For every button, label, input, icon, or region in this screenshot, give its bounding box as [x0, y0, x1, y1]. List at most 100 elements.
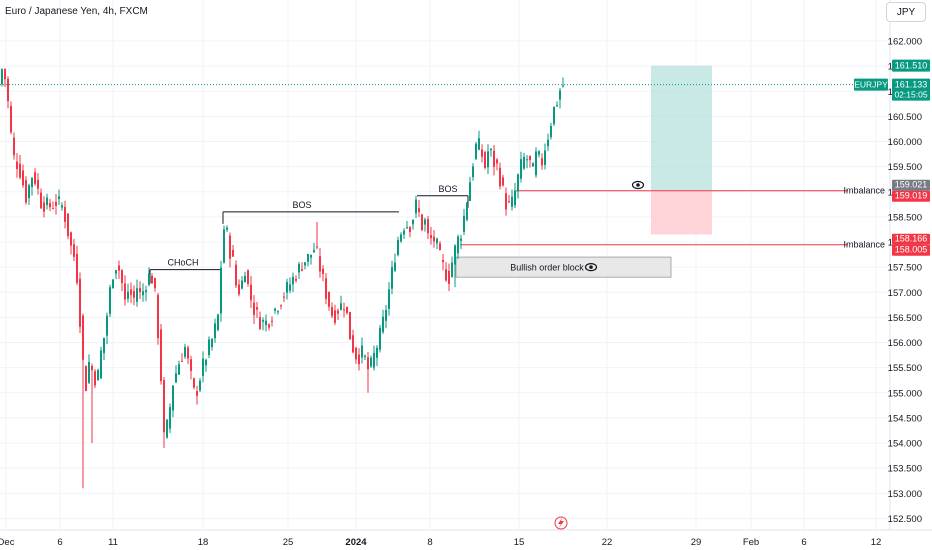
candle-body [127, 291, 129, 299]
candle-body [307, 253, 309, 262]
candle-body [313, 249, 315, 253]
bos-label: BOS [292, 200, 311, 210]
price-tick-label: 153.500 [888, 464, 922, 475]
bar-countdown: 02:15:05 [894, 90, 927, 100]
candle-body [91, 365, 93, 371]
candle-body [340, 303, 342, 310]
candle-body [433, 236, 435, 242]
candle-body [13, 137, 15, 156]
target-zone[interactable] [651, 65, 712, 191]
candle-body [346, 306, 348, 313]
candle-body [223, 229, 225, 263]
time-tick-label: 6 [801, 537, 806, 548]
candle-body [553, 106, 555, 125]
candle-body [79, 278, 81, 327]
price-tick-label: 160.000 [888, 137, 922, 148]
candle-body [391, 267, 393, 289]
candle-body [7, 78, 9, 102]
candle-body [130, 289, 132, 295]
candle-body [10, 105, 12, 133]
candle-body [94, 371, 96, 386]
candle-body [466, 202, 468, 220]
eye-icon[interactable] [584, 263, 598, 272]
candle-body [148, 273, 150, 285]
candle-body [475, 143, 477, 159]
candle-body [319, 256, 321, 272]
candle-body [538, 151, 540, 155]
candle-body [181, 360, 183, 362]
time-tick-label: 11 [108, 537, 118, 548]
candle-body [430, 235, 432, 239]
candle-body [502, 177, 504, 186]
candle-body [364, 355, 366, 358]
candle-body [55, 201, 57, 206]
price-tick-label: 162.000 [888, 37, 922, 48]
stop-zone[interactable] [651, 190, 712, 235]
price-tick-label: 157.000 [888, 288, 922, 299]
position-zones: Bullish order block [455, 65, 712, 278]
candle-body [76, 253, 78, 283]
candle-body [355, 347, 357, 360]
candle-body [280, 305, 282, 307]
lightning-icon[interactable] [554, 516, 568, 530]
price-tick-label: 156.000 [888, 338, 922, 349]
candle-body [151, 275, 153, 284]
candle-body [268, 324, 270, 328]
candle-body [64, 206, 66, 222]
candle-body [361, 345, 363, 358]
imbalance-label: Imbalance [843, 186, 885, 196]
candle-body [85, 366, 87, 392]
candle-body [289, 284, 291, 291]
time-axis[interactable]: Dec 6 11 18 25 2024 8 15 22 29 Feb 6 12 [0, 529, 932, 548]
candle-body [508, 201, 510, 203]
candle-body [205, 359, 207, 366]
candle-body [337, 310, 339, 314]
time-tick-label: 15 [514, 537, 525, 548]
candle-body [70, 232, 72, 246]
currency-button[interactable]: JPY [886, 2, 926, 22]
candle-body [73, 244, 75, 257]
candle-body [544, 150, 546, 166]
candle-body [511, 196, 513, 207]
target-price-value: 161.510 [895, 61, 928, 71]
candle-body [490, 148, 492, 151]
order-block-box[interactable] [455, 256, 672, 278]
time-tick-label: 25 [283, 537, 294, 548]
candle-body [28, 185, 30, 199]
candle-body [505, 193, 507, 210]
candle-body [304, 262, 306, 266]
imbalance2-bottom-value: 158.005 [895, 245, 928, 255]
eye-outline [584, 263, 598, 272]
price-labels: Imbalance Imbalance 161.510 EURJPY 161.1… [843, 59, 930, 256]
candle-body [124, 283, 126, 300]
candle-body [448, 270, 450, 284]
candle-body [310, 254, 312, 258]
eye-pupil [589, 265, 593, 269]
candle-body [169, 407, 171, 429]
candle-body [403, 230, 405, 235]
candle-body [163, 380, 165, 433]
candle-body [292, 276, 294, 285]
candle-body [187, 347, 189, 359]
candle-body [49, 203, 51, 208]
candle-body [88, 361, 90, 383]
price-tick-label: 155.000 [888, 388, 922, 399]
symbol-tag [854, 78, 888, 91]
time-tick-label: 22 [602, 537, 613, 548]
candle-body [298, 263, 300, 273]
candle-body [286, 282, 288, 293]
candle-body [37, 179, 39, 189]
imbalance1-top-value: 159.021 [895, 180, 928, 190]
candle-body [196, 391, 198, 396]
candle-body [34, 172, 36, 184]
candle-body [139, 288, 141, 293]
eye-icon[interactable] [631, 180, 645, 190]
candle-body [523, 156, 525, 169]
candle-body [562, 85, 564, 87]
imbalance-label: Imbalance [843, 240, 885, 250]
candle-body [367, 357, 369, 370]
time-tick-label: 8 [427, 537, 432, 548]
candle-body [418, 208, 420, 213]
price-tick-label: 153.000 [888, 489, 922, 500]
